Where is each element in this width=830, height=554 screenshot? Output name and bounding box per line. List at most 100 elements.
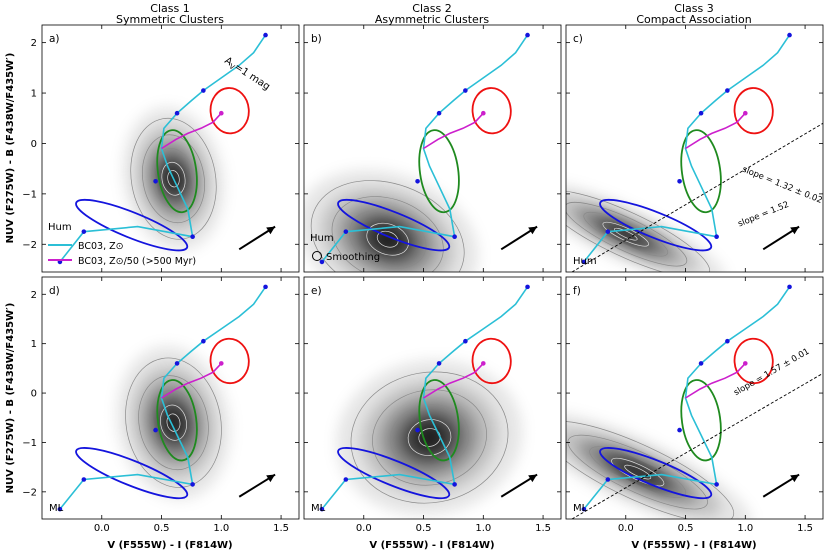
slope-fit-line <box>571 122 823 272</box>
panel-d: d) ML −2 −1 0 1 2 0.0 0.5 1.0 1.5 <box>22 276 300 534</box>
model-age-point <box>452 234 457 240</box>
model-age-point <box>153 427 158 433</box>
model-age-point <box>201 338 206 344</box>
legend-subsolar-label: BC03, Z⊙/50 (>500 Myr) <box>78 256 196 267</box>
class1-contour <box>156 379 198 462</box>
density-contour <box>151 148 196 210</box>
subsolar-age-point <box>481 110 486 116</box>
smoothing-marker-icon <box>312 251 322 261</box>
reddening-arrow-head <box>528 474 538 483</box>
model-age-point <box>263 284 268 290</box>
subsolar-track-line <box>161 362 222 399</box>
density-contour <box>567 434 708 510</box>
x-tick-label: 1.0 <box>475 523 491 534</box>
panel-sample-label: ML <box>49 503 64 514</box>
model-age-point <box>415 427 420 433</box>
model-age-point <box>463 338 468 344</box>
panel-b-sample-label: Hum <box>310 233 334 244</box>
model-age-point <box>436 110 442 116</box>
solar-track-line <box>583 286 791 510</box>
solar-track-line <box>321 286 529 510</box>
x-axis-label-3: V (F555W) - I (F814W) <box>631 540 756 551</box>
x-tick-label: 0.5 <box>154 523 170 534</box>
panel-letter: d) <box>49 285 60 297</box>
class3-contour <box>75 198 189 252</box>
panel-plot-area <box>319 284 538 516</box>
density-contour <box>350 371 509 504</box>
solar-track-line <box>59 34 267 263</box>
legend: Hum BC03, Z⊙ BC03, Z⊙/50 (>500 Myr) <box>48 222 196 267</box>
panel-frame <box>565 276 824 520</box>
subsolar-age-point <box>219 361 224 366</box>
model-age-point <box>698 361 704 366</box>
model-age-point <box>436 361 442 366</box>
model-age-point <box>201 88 206 93</box>
model-age-point <box>787 32 792 38</box>
density-contour <box>160 404 187 441</box>
column-3-class: Class 3 <box>674 2 713 15</box>
density-contour <box>613 227 638 241</box>
density-contour <box>130 117 217 240</box>
class1-contour <box>156 129 198 214</box>
model-age-point <box>725 88 730 93</box>
y-tick-label: 1 <box>31 339 37 350</box>
density-contour <box>566 201 688 267</box>
class2-contour <box>733 337 774 385</box>
reddening-label-sub: V <box>228 62 237 71</box>
x-tick-label: 0.0 <box>618 523 634 534</box>
legend-solar-label: BC03, Z⊙ <box>78 241 124 252</box>
y-axis-label-bottom: NUV (F275W) - B (F438W/F435W′) <box>5 303 16 494</box>
model-age-point <box>698 110 704 116</box>
panel-a: a) −2 −1 0 1 2 <box>22 24 300 273</box>
class3-contour <box>599 447 713 500</box>
panel-sample-label: ML <box>311 503 326 514</box>
model-age-point <box>714 482 719 487</box>
density-contour <box>167 170 180 188</box>
model-age-point <box>81 477 87 482</box>
x-tick-label: 1.0 <box>737 523 753 534</box>
class1-contour <box>418 379 460 462</box>
panel-frame <box>565 24 824 273</box>
x-tick-label: 1.5 <box>273 523 289 534</box>
x-axis-label-1: V (F555W) - I (F814W) <box>107 540 232 551</box>
panel-letter: b) <box>311 33 322 45</box>
reddening-arrow-head <box>266 226 276 235</box>
class2-contour <box>209 337 250 385</box>
slope-label: slope = 1.52 <box>737 200 791 230</box>
x-tick-label: 1.0 <box>213 523 229 534</box>
model-age-point <box>153 178 158 184</box>
smoothing-label: Smoothing <box>326 252 380 263</box>
panel-frame <box>41 24 300 273</box>
model-age-point <box>525 32 530 38</box>
subsolar-age-point <box>219 110 224 116</box>
model-age-point <box>525 284 530 290</box>
model-age-point <box>174 110 180 116</box>
panel-letter: a) <box>49 33 60 45</box>
density-contour <box>602 221 650 247</box>
model-age-point <box>452 482 457 487</box>
column-3-subtitle: Compact Association <box>636 13 751 26</box>
model-age-point <box>263 32 268 38</box>
solar-track-line <box>321 34 529 263</box>
reddening-arrow-head <box>790 474 800 483</box>
panel-frame <box>41 276 300 520</box>
density-layer <box>618 461 658 483</box>
reddening-arrow-head <box>266 474 276 483</box>
model-age-point <box>190 482 195 487</box>
column-1-subtitle: Symmetric Clusters <box>116 13 224 26</box>
density-contour <box>566 190 711 272</box>
panel-letter: e) <box>311 285 322 297</box>
solar-track-line <box>59 286 267 510</box>
density-contour <box>331 196 444 272</box>
y-axis-label-top: NUV (F275W) - B (F438W/F435W′) <box>5 53 16 244</box>
y-tick-label: −1 <box>22 189 37 200</box>
y-tick-label: 0 <box>31 139 37 150</box>
panel-letter: f) <box>573 285 581 297</box>
model-age-point <box>677 178 682 184</box>
model-age-point <box>343 229 349 234</box>
subsolar-track-line <box>685 112 746 150</box>
subsolar-track-line <box>423 362 484 399</box>
x-tick-label: 0.0 <box>94 523 110 534</box>
